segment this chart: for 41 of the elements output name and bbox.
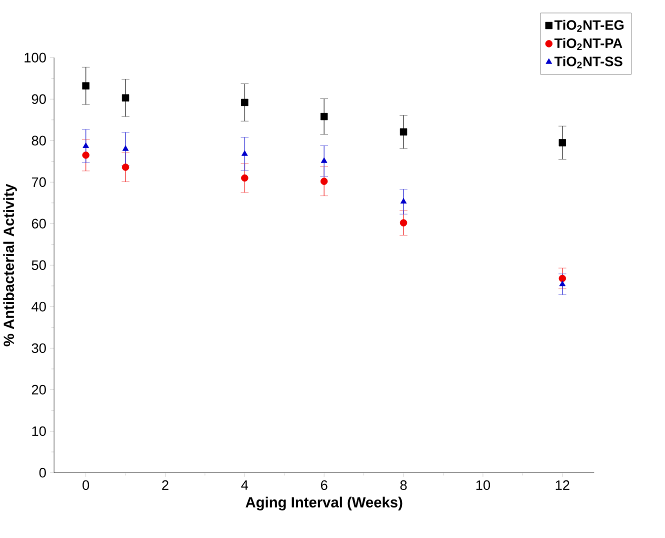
x-tick-label: 2 <box>162 480 168 490</box>
point <box>242 150 248 156</box>
point <box>558 274 566 282</box>
y-tick-label: 70 <box>32 177 46 187</box>
y-axis-title: % Antibacterial Activity <box>3 184 17 346</box>
point <box>82 82 90 90</box>
point <box>82 151 90 159</box>
x-axis-title: Aging Interval (Weeks) <box>246 496 402 510</box>
x-tick-label: 10 <box>476 480 490 490</box>
y-tick-label: 10 <box>32 426 46 436</box>
point <box>559 280 566 286</box>
y-tick-label: 100 <box>24 52 46 62</box>
point <box>122 94 130 102</box>
legend-label: TiO$_{2}$NT-EG <box>554 20 624 32</box>
legend-label: TiO$_{2}$NT-SS <box>554 56 622 68</box>
point <box>122 164 130 171</box>
point <box>400 128 408 136</box>
point <box>400 219 408 226</box>
point <box>320 157 328 163</box>
point <box>241 174 248 182</box>
point <box>320 178 328 185</box>
point <box>82 142 89 148</box>
x-tick-label: 6 <box>320 480 328 490</box>
y-tick-label: 60 <box>32 218 46 228</box>
x-tick-label: 4 <box>241 480 248 490</box>
point <box>122 145 129 151</box>
x-tick-label: 0 <box>82 480 90 490</box>
y-tick-label: 30 <box>32 343 46 353</box>
point <box>400 198 407 204</box>
y-tick-label: 90 <box>32 94 46 104</box>
point <box>241 98 248 106</box>
x-tick-label: 12 <box>556 480 570 490</box>
y-tick-label: 20 <box>32 384 46 394</box>
y-tick-label: 50 <box>32 260 46 270</box>
y-tick-label: 80 <box>32 136 46 146</box>
x-tick-label: 8 <box>400 480 407 490</box>
legend-label: TiO$_{2}$NT-PA <box>554 38 622 50</box>
point <box>558 139 566 146</box>
point <box>320 112 328 120</box>
y-tick-label: 40 <box>32 302 46 312</box>
y-tick-label: 0 <box>39 468 46 478</box>
